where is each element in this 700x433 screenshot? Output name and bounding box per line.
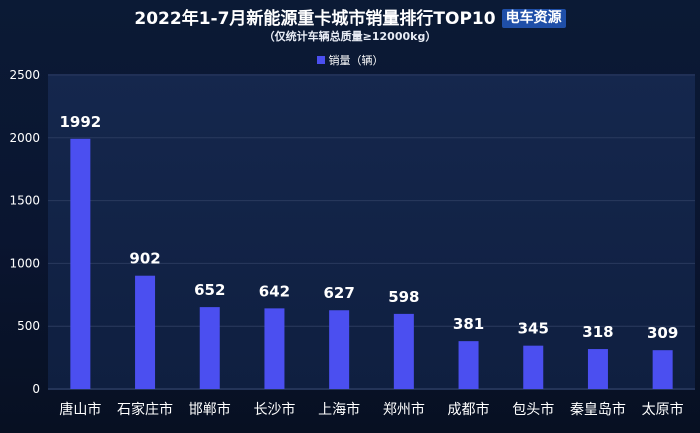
title-text: 2022年1-7月新能源重卡城市销量排行TOP10 — [134, 9, 496, 29]
bar[interactable] — [652, 350, 673, 389]
y-tick-label: 2000 — [9, 131, 40, 145]
bar[interactable] — [393, 313, 414, 389]
bar[interactable] — [264, 308, 285, 389]
grid-lines — [48, 74, 695, 390]
y-tick-label: 0 — [32, 382, 40, 396]
chart-subtitle: （仅统计车辆总质量≥12000kg） — [263, 30, 437, 43]
bar[interactable] — [199, 307, 220, 389]
data-labels: 1992 902 652 642 627 598 381 345 318 309 — [59, 113, 678, 342]
x-tick-label: 秦皇岛市 — [570, 401, 626, 418]
legend-label: 销量（辆） — [328, 54, 384, 67]
x-tick-label: 长沙市 — [253, 401, 295, 418]
y-tick-label: 1500 — [9, 194, 40, 208]
data-label: 345 — [518, 320, 549, 338]
bar[interactable] — [458, 341, 479, 389]
bar[interactable] — [523, 345, 544, 389]
data-label: 627 — [323, 284, 354, 302]
data-label: 642 — [259, 282, 290, 300]
data-label: 309 — [647, 324, 678, 342]
x-tick-label: 太原市 — [642, 401, 684, 418]
data-label: 598 — [388, 288, 419, 306]
bars — [70, 138, 673, 389]
y-tick-label: 2500 — [9, 68, 40, 82]
x-tick-label: 上海市 — [318, 401, 360, 418]
data-label: 318 — [582, 323, 613, 341]
legend-swatch — [316, 56, 325, 64]
data-label: 381 — [453, 315, 484, 333]
legend[interactable]: 销量（辆） — [0, 52, 700, 68]
brand-logo: 电车资源 — [501, 9, 566, 28]
x-tick-label: 成都市 — [448, 401, 490, 418]
bar[interactable] — [587, 349, 608, 389]
data-label: 652 — [194, 281, 225, 299]
chart-title: 2022年1-7月新能源重卡城市销量排行TOP10 电车资源 — [0, 4, 700, 29]
bar[interactable] — [329, 310, 350, 389]
bar[interactable] — [70, 138, 91, 389]
bar[interactable] — [135, 275, 156, 389]
x-tick-label: 郑州市 — [383, 401, 425, 418]
x-axis-ticks: 唐山市 石家庄市 邯郸市 长沙市 上海市 郑州市 成都市 包头市 秦皇岛市 太原市 — [59, 401, 683, 418]
x-tick-label: 唐山市 — [59, 401, 101, 418]
x-tick-label: 包头市 — [512, 401, 554, 418]
y-axis-ticks: 0 500 1000 1500 2000 2500 — [9, 68, 40, 396]
y-tick-label: 1000 — [9, 256, 40, 270]
data-label: 1992 — [59, 113, 101, 131]
y-tick-label: 500 — [17, 319, 40, 333]
x-tick-label: 邯郸市 — [189, 401, 231, 418]
x-tick-label: 石家庄市 — [117, 401, 173, 418]
data-label: 902 — [129, 250, 160, 268]
plot-area — [48, 74, 695, 390]
